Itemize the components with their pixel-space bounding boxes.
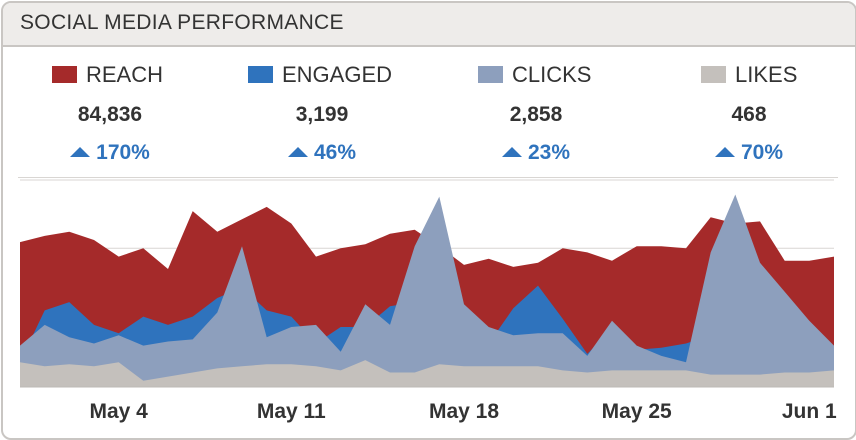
stat-clicks-value: 2,858 [509, 103, 563, 126]
chart-areas [20, 194, 834, 388]
change-likes: 70% [679, 141, 819, 165]
change-likes-value: 70% [740, 141, 784, 164]
change-clicks: 23% [466, 141, 606, 165]
card-title: SOCIAL MEDIA PERFORMANCE [20, 11, 344, 34]
up-arrow-icon [501, 147, 522, 157]
area-series-clicks [20, 194, 834, 387]
area-series-likes [20, 360, 834, 387]
change-reach: 170% [40, 141, 180, 165]
card-header: SOCIAL MEDIA PERFORMANCE [3, 3, 855, 47]
up-arrow-icon [714, 147, 735, 157]
stat-likes-value: 468 [731, 103, 767, 126]
x-tick-label: May 11 [257, 400, 326, 423]
change-clicks-value: 23% [527, 141, 571, 164]
legend-label-engaged: ENGAGED [282, 62, 393, 87]
legend-swatch-likes [701, 66, 726, 83]
x-axis-ticks: May 4 May 11 May 18 May 25 Jun 1 [90, 400, 838, 423]
stat-reach-value: 84,836 [77, 103, 143, 126]
stat-engaged-value: 3,199 [295, 103, 349, 126]
x-tick-label: May 4 [90, 400, 149, 423]
change-engaged: 46% [252, 141, 392, 165]
change-engaged-value: 46% [313, 141, 357, 164]
legend-swatch-clicks [478, 66, 503, 83]
section-divider [18, 177, 838, 178]
legend-label-clicks: CLICKS [512, 62, 592, 87]
up-arrow-icon [287, 147, 308, 157]
legend-swatch-reach [52, 66, 77, 83]
legend-label-reach: REACH [86, 62, 164, 87]
x-tick-label: May 25 [602, 400, 672, 423]
legend-swatch-engaged [248, 66, 273, 83]
x-tick-label: Jun 1 [782, 400, 837, 423]
legend-label-likes: LIKES [735, 62, 798, 87]
x-tick-label: May 18 [429, 400, 499, 423]
up-arrow-icon [70, 147, 91, 157]
change-reach-value: 170% [96, 141, 150, 164]
